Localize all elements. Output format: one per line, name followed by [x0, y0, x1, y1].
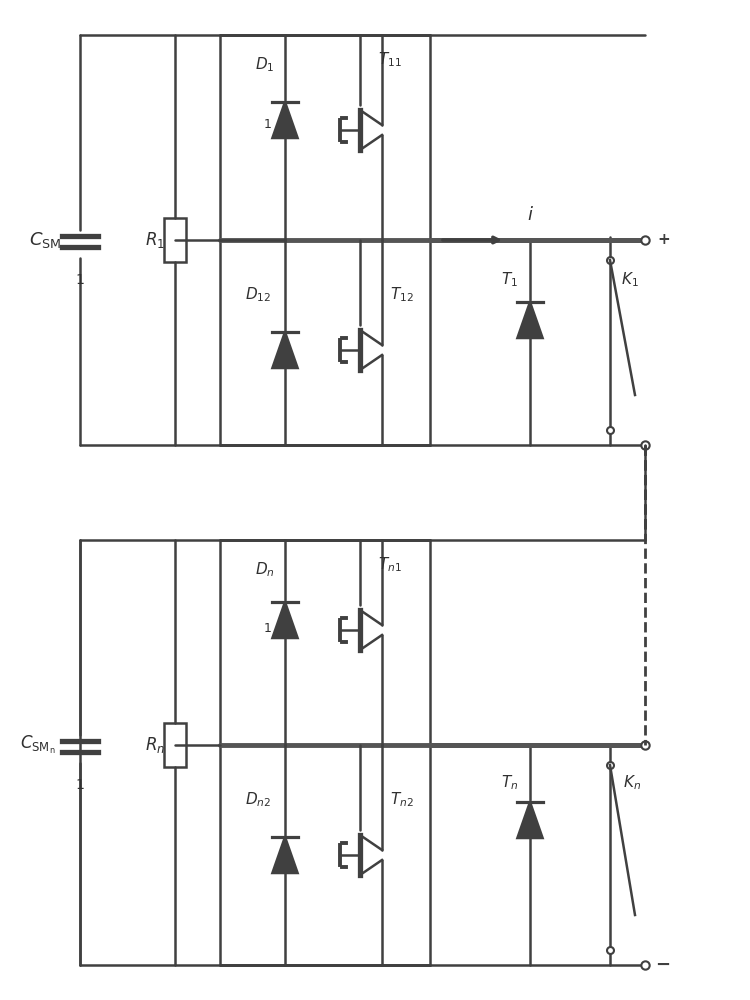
Text: $T_n$: $T_n$ — [501, 774, 519, 792]
Polygon shape — [518, 802, 542, 838]
Bar — [164, 218, 186, 262]
Polygon shape — [272, 602, 298, 638]
Text: $D_n$: $D_n$ — [255, 561, 275, 579]
Text: $D_{n2}$: $D_{n2}$ — [245, 791, 271, 809]
Text: 1: 1 — [76, 273, 85, 287]
Text: $i$: $i$ — [526, 206, 533, 224]
Bar — [164, 723, 186, 767]
Text: $T_1$: $T_1$ — [502, 271, 518, 289]
Text: $C_{\mathrm{SM_n}}$: $C_{\mathrm{SM_n}}$ — [20, 734, 56, 756]
Text: 1: 1 — [264, 118, 272, 131]
Polygon shape — [518, 302, 542, 338]
Text: $R_n$: $R_n$ — [145, 735, 165, 755]
Text: $D_1$: $D_1$ — [255, 56, 274, 74]
Text: $T_{11}$: $T_{11}$ — [378, 51, 402, 69]
Polygon shape — [272, 332, 298, 368]
Text: $T_{n2}$: $T_{n2}$ — [390, 791, 414, 809]
Text: 1: 1 — [264, 621, 272, 635]
Text: $T_{12}$: $T_{12}$ — [390, 286, 414, 304]
Text: $T_{n1}$: $T_{n1}$ — [378, 556, 402, 574]
Text: $K_n$: $K_n$ — [623, 774, 641, 792]
Text: $D_{12}$: $D_{12}$ — [245, 286, 271, 304]
Text: 1: 1 — [76, 778, 85, 792]
Text: $C_\mathrm{SM}$: $C_\mathrm{SM}$ — [28, 230, 62, 250]
Polygon shape — [272, 102, 298, 138]
Text: $K_1$: $K_1$ — [621, 271, 639, 289]
Text: −: − — [655, 956, 670, 974]
Polygon shape — [272, 837, 298, 873]
Text: +: + — [657, 232, 670, 247]
Text: $R_1$: $R_1$ — [145, 230, 165, 250]
